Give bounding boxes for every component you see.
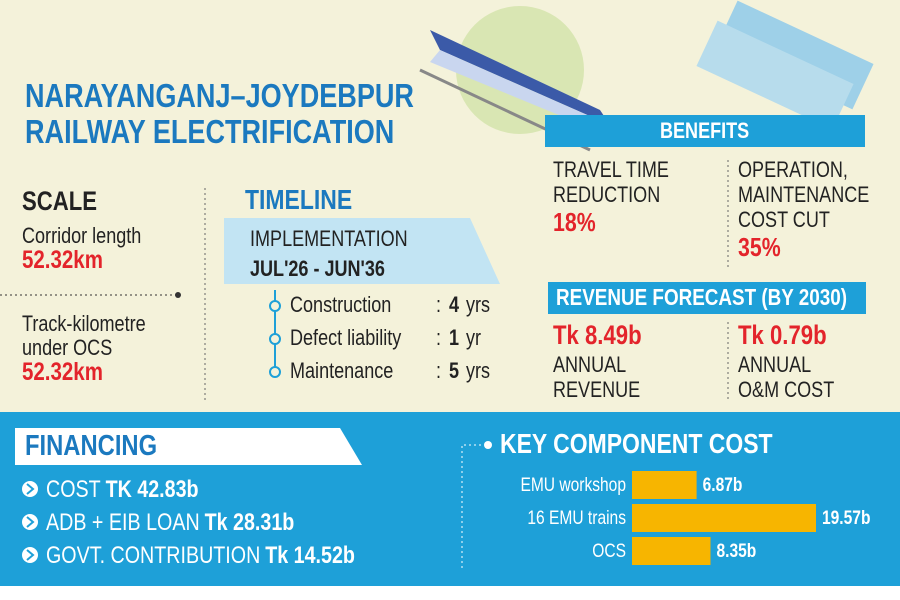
separator: : (436, 292, 442, 317)
train (430, 30, 610, 125)
benefit-label: COST CUT (738, 207, 830, 232)
category-label: OCS (592, 540, 626, 562)
unit: yrs (466, 358, 491, 383)
financing-item: ADB + EIB LOAN Tk 28.31b (46, 509, 294, 537)
bar (632, 537, 711, 565)
timeline-label: Construction (290, 292, 392, 317)
financing-tab (15, 428, 362, 465)
value: TK 42.83b (105, 476, 199, 503)
bullets (22, 481, 38, 563)
revenue-bar (548, 282, 866, 314)
timeline-label: Defect liability (290, 325, 402, 350)
bullet-arrow (26, 549, 35, 561)
section-heading: SCALE (22, 186, 98, 216)
value: Tk 28.31b (204, 509, 295, 536)
duration: 5 (449, 358, 460, 383)
timeline-node (269, 366, 281, 378)
revenue-label: O&M COST (738, 377, 835, 402)
bullet-arrow (26, 483, 35, 495)
financing-item: COST TK 42.83b (46, 476, 199, 504)
train-side (430, 50, 610, 132)
label: GOVT. CONTRIBUTION (46, 542, 261, 569)
benefit-label: REDUCTION (553, 182, 661, 207)
benefit-value: 35% (738, 232, 781, 262)
title-line: NARAYANGANJ–JOYDEBPUR (25, 77, 414, 114)
scale-item: Corridor length 52.32km (22, 223, 142, 274)
timeline-box (224, 218, 500, 284)
bullet (22, 514, 38, 530)
financing-item: GOVT. CONTRIBUTION Tk 14.52b (46, 542, 355, 570)
unit: yr (466, 325, 482, 350)
value: 52.32km (22, 358, 103, 386)
dot (175, 292, 181, 298)
section-heading: BENEFITS (660, 118, 750, 143)
revenue-label: REVENUE (553, 377, 641, 402)
separator: : (436, 325, 442, 350)
section-heading: TIMELINE (245, 184, 353, 215)
value-label: 8.35b (717, 540, 757, 562)
timeline-label: Maintenance (290, 358, 394, 383)
benefit-label: OPERATION, (738, 157, 848, 182)
title: NARAYANGANJ–JOYDEBPUR RAILWAY ELECTRIFIC… (25, 78, 414, 150)
label: COST (46, 476, 101, 503)
label: ADB + EIB LOAN (46, 509, 200, 536)
value-label: 19.57b (822, 507, 870, 529)
category-label: EMU workshop (520, 474, 626, 496)
duration: 1 (449, 325, 460, 350)
title-line: RAILWAY ELECTRIFICATION (25, 113, 395, 150)
bar (632, 504, 816, 532)
bullet (22, 481, 38, 497)
label: Corridor length (22, 223, 142, 248)
benefit-value: 18% (553, 207, 596, 237)
revenue-label: ANNUAL (553, 352, 627, 377)
benefits-bar (545, 115, 865, 147)
phase: IMPLEMENTATION (250, 226, 408, 251)
revenue-label: ANNUAL (738, 352, 812, 377)
timeline-node (269, 333, 281, 345)
benefit-label: TRAVEL TIME (553, 157, 669, 182)
revenue-value: Tk 0.79b (738, 320, 827, 350)
category-label: 16 EMU trains (527, 507, 626, 529)
scale-item: Track-kilometre under OCS 52.32km (22, 311, 146, 386)
revenue-value: Tk 8.49b (553, 320, 642, 350)
label: Track-kilometre (22, 311, 146, 336)
value: 52.32km (22, 246, 103, 274)
benefit-label: MAINTENANCE (738, 182, 870, 207)
chart-title: KEY COMPONENT COST (500, 428, 773, 459)
section-heading: REVENUE FORECAST (BY 2030) (556, 284, 848, 310)
bar-chart: EMU workshop 6.87b 16 EMU trains 19.57b OCS 8… (520, 471, 870, 565)
bullet-arrow (26, 516, 35, 528)
label: under OCS (22, 335, 113, 360)
timeline-node (269, 300, 281, 312)
value-label: 6.87b (703, 474, 743, 496)
dot (484, 441, 492, 449)
banknotes (696, 0, 874, 130)
bullet (22, 547, 38, 563)
connector (461, 444, 482, 568)
period: JUL'26 - JUN'36 (250, 256, 385, 281)
unit: yrs (466, 292, 491, 317)
section-heading: FINANCING (25, 430, 158, 462)
value: Tk 14.52b (265, 542, 355, 569)
separator: : (436, 358, 442, 383)
duration: 4 (449, 292, 460, 317)
bar (632, 471, 697, 499)
